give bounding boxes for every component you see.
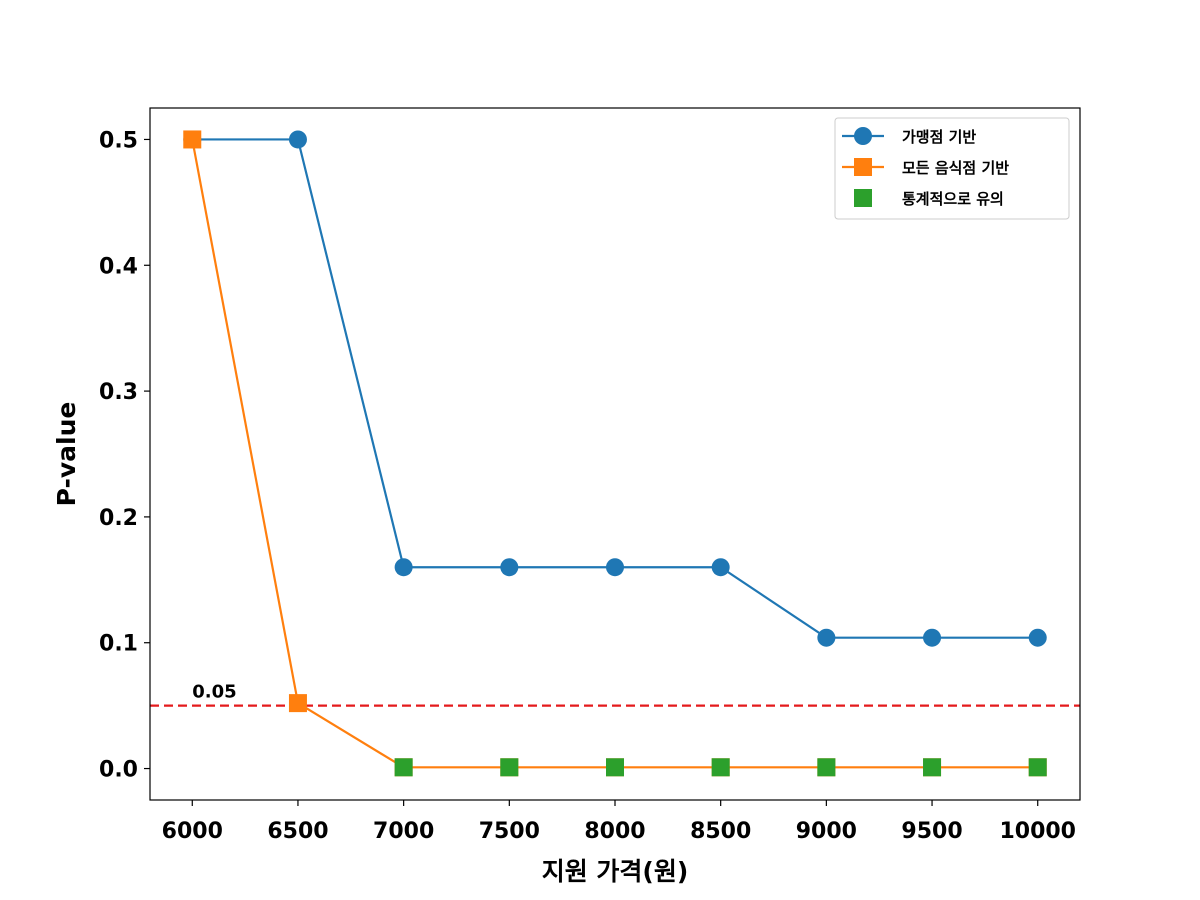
legend-marker-2 — [854, 158, 872, 176]
x-tick-label: 8500 — [690, 819, 751, 844]
y-axis-title: P-value — [52, 402, 81, 507]
significant-point — [1028, 758, 1047, 777]
legend-label-3: 통계적으로 유의 — [902, 190, 1004, 208]
series-2-point — [183, 130, 202, 149]
x-tick-label: 6500 — [267, 819, 328, 844]
significant-point — [394, 758, 413, 777]
significant-points — [394, 758, 1047, 777]
legend-box — [834, 117, 1070, 220]
x-tick-label: 7500 — [479, 819, 540, 844]
series-1-point — [817, 628, 836, 647]
x-axis-title: 지원 가격(원) — [542, 857, 689, 886]
y-tick-label: 0.4 — [99, 254, 138, 279]
series-1-point — [923, 628, 942, 647]
significant-point — [817, 758, 836, 777]
legend-label-2: 모든 음식점 기반 — [902, 159, 1009, 177]
y-tick-label: 0.1 — [99, 632, 138, 657]
x-tick-label: 6000 — [162, 819, 223, 844]
x-tick-label: 7000 — [373, 819, 434, 844]
x-tick-label: 9000 — [796, 819, 857, 844]
y-tick-label: 0.5 — [99, 128, 138, 153]
x-tick-label: 8000 — [584, 819, 645, 844]
significant-point — [500, 758, 519, 777]
series-1-point — [500, 558, 519, 577]
significant-point — [923, 758, 942, 777]
series-1-point — [288, 130, 307, 149]
significant-point — [606, 758, 624, 777]
axis-ticks: 6000 6500 7000 7500 8000 8500 9000 9500 10000 0.0… — [99, 128, 1076, 844]
legend-marker-1 — [854, 127, 872, 145]
plot-area — [150, 108, 1080, 800]
legend-label-1: 가맹점 기반 — [902, 128, 976, 146]
y-tick-label: 0.3 — [99, 380, 138, 405]
series-1-point — [394, 558, 413, 577]
significant-point — [711, 758, 730, 777]
series-1-point — [1028, 628, 1047, 647]
series-1-point — [606, 558, 624, 577]
plot-frame — [149, 107, 1081, 801]
legend-marker-3 — [854, 189, 872, 207]
x-tick-label: 9500 — [901, 819, 962, 844]
series-2-point — [288, 694, 307, 713]
y-tick-label: 0.2 — [99, 506, 138, 531]
y-tick-label: 0.0 — [99, 758, 138, 783]
threshold-label: 0.05 — [192, 682, 236, 703]
series-group — [183, 130, 1047, 777]
series-1-point — [711, 558, 730, 577]
x-tick-label: 10000 — [999, 819, 1076, 844]
